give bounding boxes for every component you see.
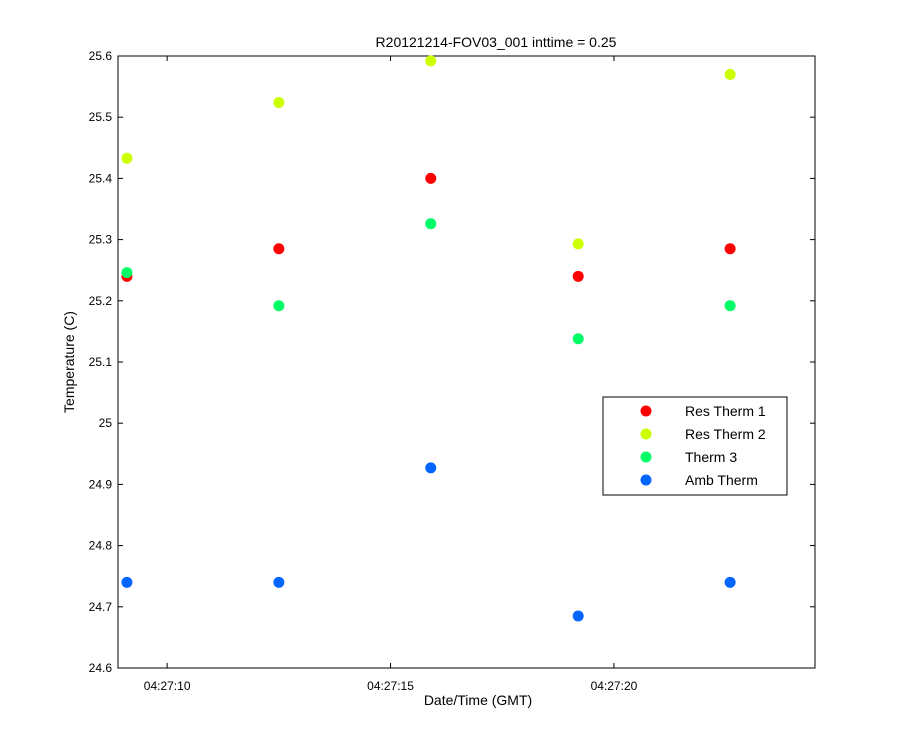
x-tick-label: 04:27:20 — [591, 679, 638, 693]
legend-marker — [640, 428, 652, 440]
data-point — [572, 333, 584, 345]
legend-marker — [640, 474, 652, 486]
data-point — [425, 462, 437, 474]
legend-label: Amb Therm — [685, 472, 758, 488]
y-axis-title: Temperature (C) — [61, 311, 77, 413]
y-tick-label: 25.1 — [89, 355, 113, 369]
legend-label: Res Therm 1 — [685, 403, 766, 419]
data-point — [724, 68, 736, 80]
legend-label: Therm 3 — [685, 449, 737, 465]
data-point — [121, 576, 133, 588]
data-point — [724, 576, 736, 588]
data-point — [121, 152, 133, 164]
y-tick-label: 25 — [99, 416, 113, 430]
y-tick-label: 24.7 — [89, 600, 113, 614]
data-point — [724, 243, 736, 255]
x-axis-title: Date/Time (GMT) — [424, 692, 532, 708]
axis-ticks: 24.6 24.7 24.8 24.9 25 25.1 25.2 25.3 25.4 25.5 25… — [89, 49, 815, 693]
y-tick-label: 24.9 — [89, 477, 113, 491]
x-tick-label: 04:27:15 — [367, 679, 414, 693]
data-point — [273, 243, 285, 255]
plot-area — [117, 55, 816, 669]
x-tick-label: 04:27:10 — [144, 679, 191, 693]
data-point — [121, 267, 133, 279]
data-point — [273, 576, 285, 588]
y-tick-label: 25.3 — [89, 233, 113, 247]
data-point — [724, 300, 736, 312]
data-point — [425, 172, 437, 184]
legend-marker — [640, 451, 652, 463]
legend-box — [602, 396, 788, 496]
data-point — [572, 610, 584, 622]
legend: Res Therm 1 Res Therm 2 Therm 3 Amb Therm — [602, 396, 788, 496]
data-point — [425, 218, 437, 230]
y-tick-label: 25.2 — [89, 294, 113, 308]
data-point — [425, 55, 437, 67]
data-points — [121, 55, 736, 622]
data-point — [273, 300, 285, 312]
y-tick-label: 25.5 — [89, 110, 113, 124]
legend-marker — [640, 405, 652, 417]
y-tick-label: 25.6 — [89, 49, 113, 63]
legend-label: Res Therm 2 — [685, 426, 766, 442]
y-tick-label: 24.8 — [89, 539, 113, 553]
data-point — [273, 97, 285, 109]
y-tick-label: 25.4 — [89, 171, 113, 185]
y-tick-label: 24.6 — [89, 661, 113, 675]
data-point — [572, 270, 584, 282]
data-point — [572, 238, 584, 250]
chart-title: R20121214-FOV03_001 inttime = 0.25 — [376, 34, 617, 50]
